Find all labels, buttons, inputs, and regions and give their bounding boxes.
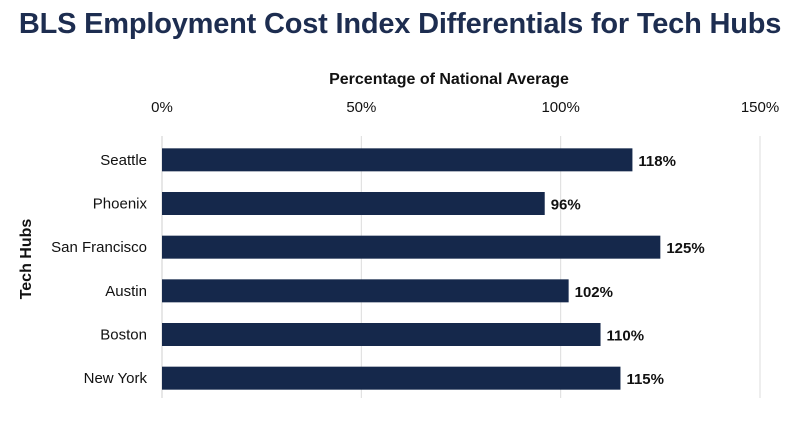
x-tick-label: 100% <box>541 99 579 116</box>
category-label: Austin <box>105 283 147 300</box>
bar-value-label: 96% <box>551 197 581 214</box>
category-label: Seattle <box>100 152 147 169</box>
x-tick-label: 150% <box>741 99 779 116</box>
bar <box>162 323 601 346</box>
x-axis-label: Percentage of National Average <box>329 71 569 88</box>
x-tick-label: 50% <box>346 99 376 116</box>
chart-title: BLS Employment Cost Index Differentials … <box>18 8 782 40</box>
x-tick-label: 0% <box>151 99 173 116</box>
bar <box>162 192 545 215</box>
y-axis-label: Tech Hubs <box>18 219 35 300</box>
bar-value-label: 102% <box>575 284 613 301</box>
bar-value-label: 118% <box>638 153 676 170</box>
bar <box>162 279 569 303</box>
bar <box>162 366 621 390</box>
bar-value-label: 110% <box>607 328 645 345</box>
grid-layer <box>161 136 761 398</box>
x-tick-layer: 0% 50% 100% 150% <box>151 99 779 116</box>
bar <box>162 148 633 172</box>
bar-value-label: 115% <box>626 371 664 388</box>
bar-layer: Seattle 118% Phoenix 96% San Francisco 125% Au… <box>51 148 705 390</box>
category-label: Phoenix <box>93 196 148 213</box>
category-label: New York <box>84 370 148 387</box>
category-label: San Francisco <box>51 239 147 256</box>
bar-value-label: 125% <box>666 240 704 257</box>
bar <box>162 235 661 259</box>
category-label: Boston <box>100 327 147 344</box>
